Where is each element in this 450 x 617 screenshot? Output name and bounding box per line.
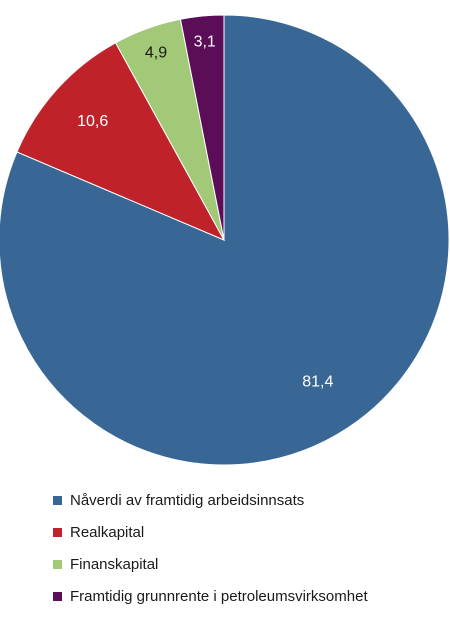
- legend-swatch: [53, 559, 62, 569]
- legend-label: Finanskapital: [70, 555, 159, 573]
- pie-data-label: 81,4: [302, 373, 333, 390]
- pie-data-labels: 81,4 10,6 4,9 3,1: [77, 33, 333, 390]
- legend-label: Realkapital: [70, 523, 145, 541]
- pie-slice: [179, 14, 225, 241]
- legend-swatch: [53, 591, 62, 601]
- legend-swatch: [53, 527, 62, 537]
- legend-label: Framtidig grunnrente i petroleumsvirksom…: [70, 587, 368, 605]
- pie-data-label: 10,6: [77, 113, 108, 130]
- pie-data-label: 4,9: [145, 45, 167, 62]
- legend-item: Framtidig grunnrente i petroleumsvirksom…: [53, 580, 368, 612]
- legend-label: Nåverdi av framtidig arbeidsinnsats: [70, 491, 305, 509]
- legend-swatch: [53, 495, 62, 505]
- legend: Nåverdi av framtidig arbeidsinnsats Real…: [53, 484, 368, 612]
- legend-item: Realkapital: [53, 516, 368, 548]
- pie-slice: [16, 42, 226, 242]
- legend-item: Nåverdi av framtidig arbeidsinnsats: [53, 484, 368, 516]
- pie-data-label: 3,1: [194, 33, 216, 50]
- legend-item: Finanskapital: [53, 548, 368, 580]
- pie-slices: [0, 14, 450, 466]
- pie-chart: 81,4 10,6 4,9 3,1: [0, 14, 450, 466]
